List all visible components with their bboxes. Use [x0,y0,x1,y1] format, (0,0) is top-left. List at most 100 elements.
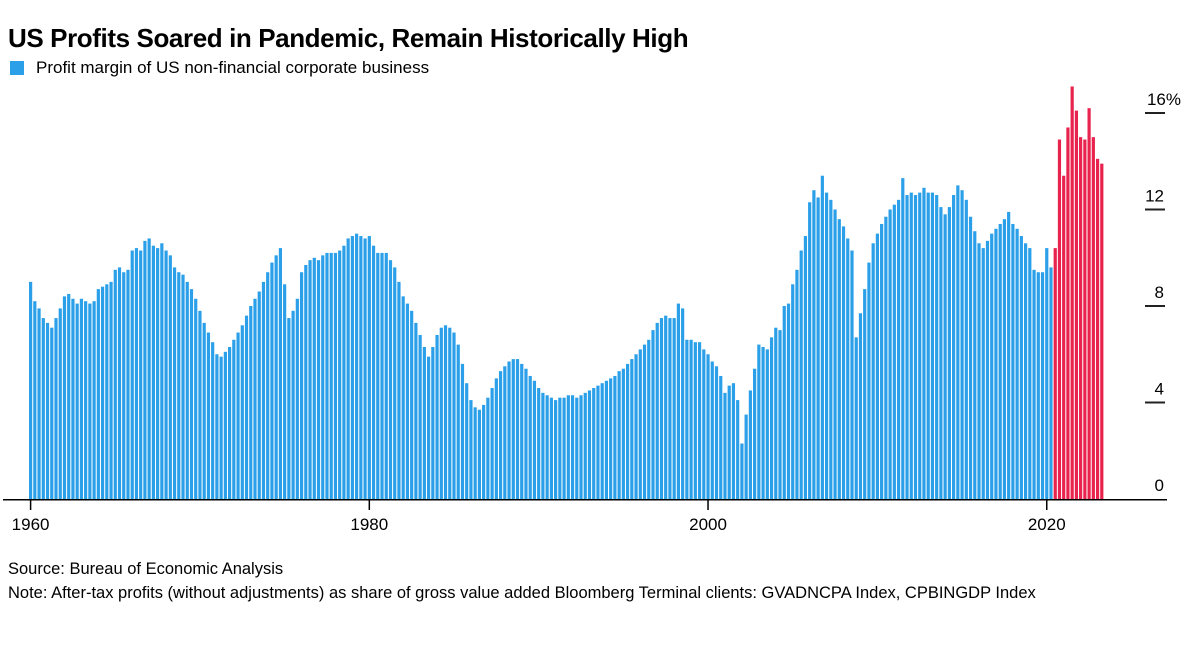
bar-quarter [376,252,380,499]
bar-quarter [740,443,744,499]
bar-quarter [909,192,913,500]
bar-quarter [130,250,134,499]
bar-quarter [528,375,532,499]
bar-quarter [325,252,329,499]
bar-quarter [655,322,659,499]
bar-quarter [41,318,45,499]
bar-quarter [748,390,752,499]
bar-quarter [71,298,75,499]
bar-quarter [88,303,92,499]
bar-quarter [570,395,575,499]
bar-quarter [681,308,685,499]
bar-quarter [846,238,850,499]
bar-quarter [956,185,960,500]
bar-quarter [1019,236,1023,500]
bar-quarter [774,327,778,499]
bar-quarter [482,404,486,499]
bar-quarter [587,390,592,499]
bar-quarter [393,267,397,499]
bar-quarter [181,274,185,499]
bar-quarter [854,337,858,499]
bar-quarter [1079,137,1083,500]
bar-quarter [795,269,799,499]
bar-quarter [117,267,122,499]
bar-quarter [54,318,58,499]
bar-quarter [253,298,257,499]
bar-quarter [642,344,647,499]
bar-quarter [477,409,481,499]
bar-quarter [291,310,295,499]
note-text: Note: After-tax profits (without adjustm… [8,584,1036,602]
bar-quarter [672,318,676,499]
bar-quarter [592,388,596,499]
bar-quarter [782,306,786,499]
x-tick-label: 2020 [1028,515,1066,534]
bar-quarter [1011,223,1015,499]
legend: Profit margin of US non-financial corpor… [10,58,429,78]
bar-quarter [604,380,609,499]
bar-quarter [299,272,304,500]
bar-quarter [198,310,202,499]
bar-quarter [1066,127,1070,499]
bar-quarter [515,359,520,499]
bar-quarter [37,308,41,499]
bar-quarter [270,262,274,499]
bar-quarter [913,195,918,499]
bar-quarter [554,400,558,499]
bar-quarter [58,308,62,499]
bar-quarter [816,197,820,499]
bar-quarter [456,344,460,499]
bar-quarter [439,327,443,499]
bar-quarter [566,395,570,499]
bar-quarter [1087,108,1091,500]
bar-quarter [659,318,664,499]
bar-quarter [736,400,740,499]
bar-quarter [84,301,88,499]
bar-quarter [964,199,968,499]
bar-quarter [418,334,422,499]
bar-quarter [1100,163,1104,499]
bar-quarter [875,233,879,500]
bar-quarter [998,223,1002,499]
bar-quarter [668,318,672,499]
bar-quarter [122,272,126,500]
bar-quarter [410,310,414,499]
bar-quarter [693,342,697,499]
bar-quarter [719,375,723,499]
bar-quarter [232,339,236,499]
bar-quarter [562,397,566,500]
bar-quarter [405,303,410,499]
bar-quarter [329,252,333,499]
bar-quarter [388,260,393,499]
bar-quarter [583,392,587,499]
bar-quarter [1028,248,1032,499]
bar-quarter [62,296,67,499]
bar-quarter [575,397,579,500]
bar-quarter [867,262,871,499]
bar-quarter [316,260,321,499]
bar-quarter [126,269,130,499]
bar-quarter [172,267,177,499]
y-tick-label: 4 [1155,380,1164,399]
footer: Source: Bureau of Economic Analysis Note… [8,557,1190,605]
bar-quarter [960,190,964,499]
bar-quarter [67,293,71,499]
bar-quarter [113,269,117,499]
bar-quarter [283,284,287,499]
bar-quarter [359,236,363,500]
bar-quarter [494,378,498,500]
bar-quarter [769,337,774,499]
bar-quarter [791,284,795,499]
bar-quarter [206,332,211,499]
bar-quarter [1023,243,1028,499]
bar-quarter [905,195,909,499]
bar-quarter [820,175,824,499]
bar-quarter [312,257,316,499]
legend-label: Profit margin of US non-financial corpor… [36,58,430,77]
bar-quarter [1083,139,1087,500]
bar-quarter [355,233,359,500]
bar-quarter [541,392,545,499]
bar-quarter [249,306,253,499]
bar-quarter [545,395,549,499]
bar-quarter [45,322,50,499]
